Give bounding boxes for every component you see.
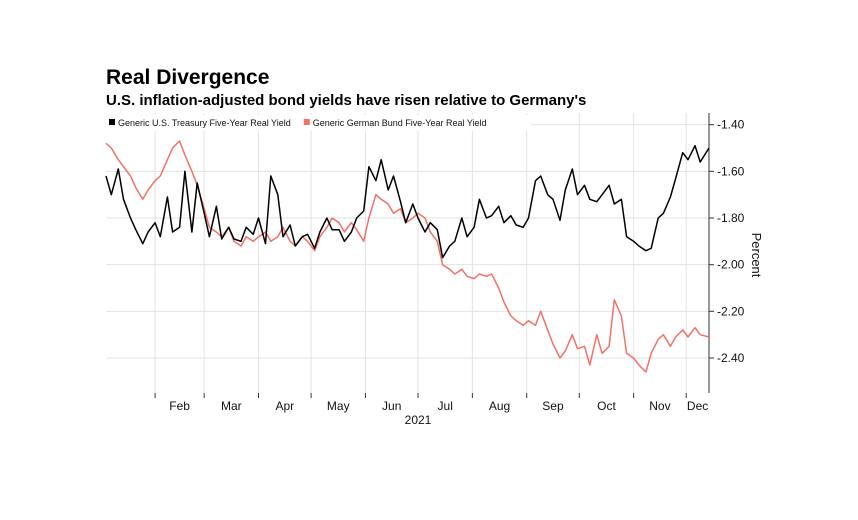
- chart-subtitle: U.S. inflation-adjusted bond yields have…: [106, 92, 587, 109]
- x-tick-label: Feb: [169, 399, 190, 413]
- grid-lines: [106, 113, 709, 393]
- x-tick-label: Jul: [438, 399, 453, 413]
- x-tick-label: Mar: [221, 399, 242, 413]
- y-tick-label: -2.40: [717, 351, 745, 365]
- x-tick-label: Aug: [489, 399, 510, 413]
- x-tick-label: Jun: [382, 399, 401, 413]
- legend-swatch: [109, 119, 115, 125]
- x-tick-label: Sep: [542, 399, 564, 413]
- x-tick-label: Nov: [649, 399, 670, 413]
- axes: -1.40 -1.60 -1.80 -2.00 -2.20 -2.40 Feb Mar Apr M…: [154, 113, 745, 413]
- legend-swatch: [303, 119, 310, 125]
- y-axis-label: Percent: [749, 233, 764, 278]
- x-tick-label: Apr: [275, 399, 294, 413]
- series-layer: [105, 140, 710, 373]
- x-tick-label: Dec: [687, 399, 708, 413]
- chart-title: Real Divergence: [106, 66, 270, 89]
- x-axis-year-label: 2021: [405, 413, 432, 427]
- y-tick-label: -1.60: [717, 164, 745, 178]
- series-line-german-bund: [105, 140, 710, 373]
- legend-background: [106, 115, 531, 131]
- y-tick-label: -2.20: [717, 304, 745, 318]
- y-tick-label: -2.00: [717, 258, 745, 272]
- y-tick-label: -1.40: [717, 118, 745, 132]
- series-line-us-treasury: [105, 144, 710, 259]
- y-tick-label: -1.80: [717, 211, 745, 225]
- legend: Generic U.S. Treasury Five-Year Real Yie…: [106, 115, 531, 131]
- x-tick-label: Oct: [597, 399, 616, 413]
- x-tick-label: May: [327, 399, 350, 413]
- legend-label: Generic German Bund Five-Year Real Yield: [313, 118, 487, 128]
- legend-label: Generic U.S. Treasury Five-Year Real Yie…: [118, 118, 291, 128]
